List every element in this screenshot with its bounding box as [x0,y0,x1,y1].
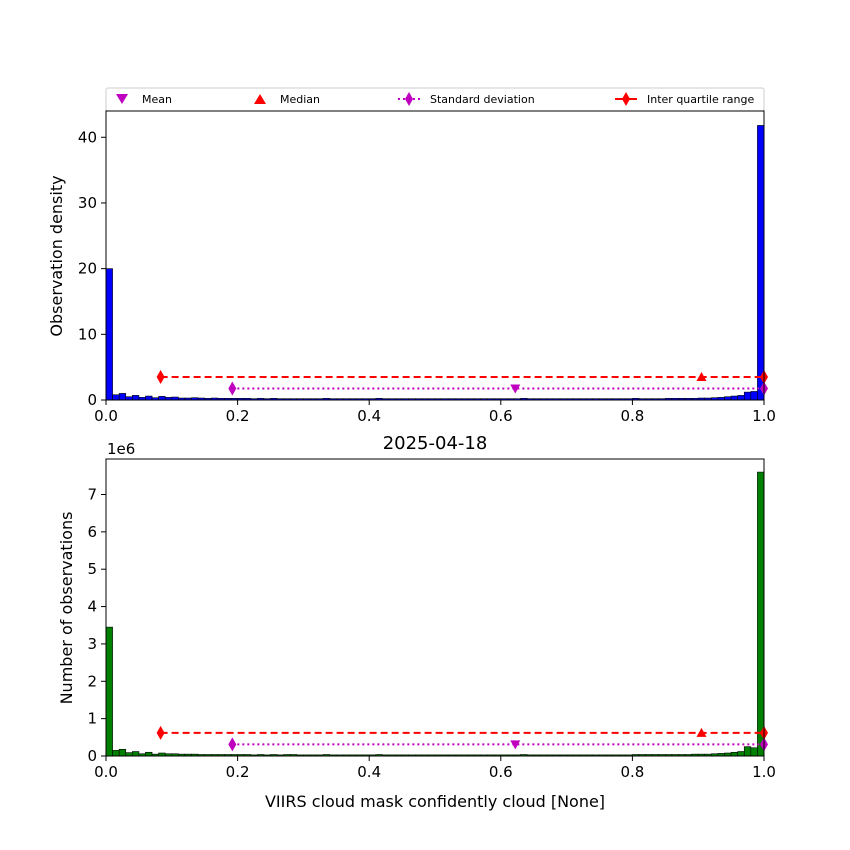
y-tick-label: 20 [78,260,97,278]
histogram-bar [743,391,752,401]
bottom-y-axis-label: Number of observations [57,512,76,705]
histogram-bar [757,471,765,757]
top-y-axis-ticks: 0 10 20 30 40 [78,128,106,409]
x-tick-label: 0.4 [357,407,381,425]
median-marker [696,372,707,382]
median-marker [696,727,707,737]
histogram-bar [757,125,765,401]
bottom-x-axis-ticks: 0.0 0.2 0.4 0.6 0.8 1.0 [94,756,776,781]
y-tick-label: 5 [87,560,97,578]
histogram-bar [145,751,153,757]
histogram-bar [750,747,758,757]
mean-marker [510,740,521,750]
legend-entry-mean: Mean [116,93,172,106]
x-tick-label: 0.2 [226,763,250,781]
histogram-bar [145,395,153,401]
mean-marker [510,384,521,394]
y-tick-label: 1 [87,710,97,728]
iqr-endpoint-marker [156,370,165,385]
legend-label-iqr: Inter quartile range [647,93,754,106]
histogram-bar [158,396,166,401]
top-histogram-panel: 0.0 0.2 0.4 0.6 0.8 1.0 0 10 20 30 40 Observation… [47,110,776,425]
histogram-bar [118,393,127,401]
std-endpoint-marker [228,737,237,752]
histogram-bar [730,751,738,757]
iqr-marker-icon [622,92,630,106]
bottom-axes-frame [105,458,765,757]
top-x-axis-ticks: 0.0 0.2 0.4 0.6 0.8 1.0 [94,400,776,425]
bottom-x-axis-label: VIIRS cloud mask confidently cloud [None… [265,792,605,811]
legend-entry-std: Standard deviation [398,92,535,106]
iqr-endpoint-marker [156,725,165,740]
legend-label-std: Standard deviation [430,93,535,106]
x-tick-label: 0.8 [620,407,644,425]
legend: Mean Median Standard deviation Inter qua… [105,87,765,112]
x-tick-label: 0.6 [489,407,513,425]
histogram-bar [118,748,127,757]
y-tick-label: 0 [87,391,97,409]
y-tick-label: 2 [87,672,97,690]
histogram-bar [112,394,120,401]
histogram-bar [132,751,140,757]
bottom-y-offset-label: 1e6 [107,440,135,458]
histogram-bar [737,751,745,757]
median-marker-icon [254,94,266,104]
y-tick-label: 10 [78,325,97,343]
legend-entry-median: Median [254,93,320,106]
x-tick-label: 0.2 [226,407,250,425]
bottom-histogram-bars [105,471,765,757]
std-endpoint-marker [228,381,237,396]
x-tick-label: 1.0 [752,407,776,425]
y-tick-label: 6 [87,523,97,541]
y-tick-label: 3 [87,635,97,653]
histogram-bar [105,626,113,757]
top-y-axis-label: Observation density [47,175,66,336]
x-tick-label: 0.6 [489,763,513,781]
y-tick-label: 4 [87,598,97,616]
y-tick-label: 30 [78,194,97,212]
histogram-bar [105,268,113,401]
legend-entry-iqr: Inter quartile range [615,92,754,106]
y-tick-label: 0 [87,747,97,765]
top-axes-frame [105,110,765,401]
histogram-bar [750,391,758,401]
bottom-histogram-panel: 2025-04-18 1e6 0.0 0.2 0.4 0.6 0.8 1.0 0 1 2 3 4 5… [57,433,776,811]
bottom-chart-title: 2025-04-18 [383,433,488,454]
histogram-bar [125,752,133,757]
legend-label-mean: Mean [142,93,172,106]
legend-label-median: Median [280,93,320,106]
x-tick-label: 1.0 [752,763,776,781]
bottom-y-axis-ticks: 0 1 2 3 4 5 6 7 [87,485,106,765]
y-tick-label: 40 [78,128,97,146]
mean-marker-icon [116,94,128,104]
bottom-statistics-overlay [156,725,768,752]
histogram-bar [132,395,140,401]
y-tick-label: 7 [87,485,97,503]
x-tick-label: 0.0 [94,763,118,781]
histogram-bar [743,746,752,757]
x-tick-label: 0.4 [357,763,381,781]
histogram-bar [112,750,120,757]
std-marker-icon [405,92,413,106]
x-tick-label: 0.8 [620,763,644,781]
histogram-bar [730,395,738,401]
histogram-bar [737,395,745,401]
x-tick-label: 0.0 [94,407,118,425]
